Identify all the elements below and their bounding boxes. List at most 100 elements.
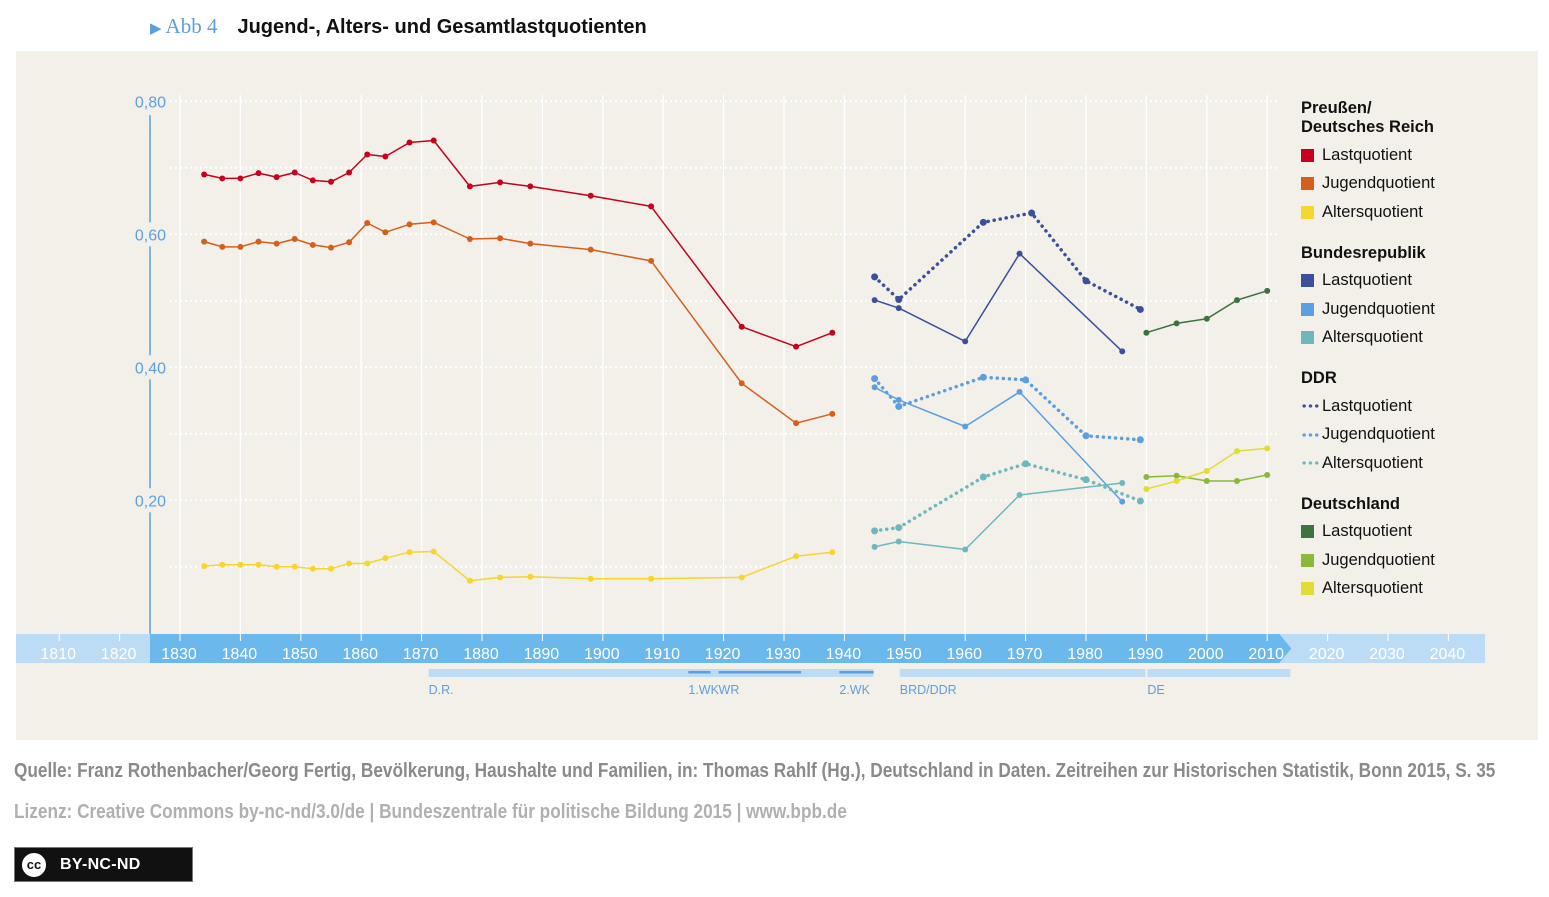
data-point <box>738 574 745 581</box>
data-point <box>237 175 244 182</box>
data-point <box>871 375 879 383</box>
data-point <box>1173 478 1180 485</box>
play-triangle-icon: ▶ <box>150 21 162 37</box>
y-tick-bg <box>125 222 170 247</box>
data-point <box>895 295 903 303</box>
legend-label: Altersquotient <box>1322 202 1423 221</box>
chart-panel <box>16 51 1538 740</box>
figure-label: ▶ Abb 4 <box>150 14 217 39</box>
x-tick-label: 1870 <box>403 646 439 663</box>
era-bar <box>899 669 1146 677</box>
series-line <box>204 139 833 348</box>
legend-item: Jugendquotient <box>1301 421 1531 450</box>
data-point <box>793 553 800 560</box>
data-point <box>328 565 334 572</box>
legend-group: Preußen/Deutsches Reich Lastquotient Jugen… <box>1301 99 1531 227</box>
legend-label: Lastquotient <box>1322 271 1412 290</box>
legend-group-title: Bundesrepublik <box>1301 243 1426 262</box>
y-tick-bg <box>125 488 170 513</box>
dotted-line-swatch <box>1301 404 1320 409</box>
data-point <box>895 538 902 545</box>
data-point <box>1082 277 1090 285</box>
data-point <box>219 561 226 568</box>
cc-badge-text: BY-NC-ND <box>60 855 141 873</box>
x-tick-label: 1990 <box>1128 646 1164 663</box>
cc-license-badge[interactable]: cc BY-NC-ND <box>14 847 193 882</box>
y-tick-bg <box>125 89 170 114</box>
data-point <box>466 235 473 242</box>
era-label: DE <box>1147 683 1164 697</box>
data-point <box>273 240 280 247</box>
data-point <box>1136 436 1144 444</box>
x-tick-label: 2020 <box>1309 646 1345 663</box>
x-tick-label: 2000 <box>1188 646 1224 663</box>
era-label: 1.WK <box>688 683 719 697</box>
data-point <box>587 192 594 199</box>
data-point <box>237 561 244 568</box>
data-point <box>962 338 969 345</box>
legend-item: Lastquotient <box>1301 141 1531 170</box>
data-point <box>466 577 473 584</box>
data-point <box>793 343 800 350</box>
series-line <box>874 252 1123 352</box>
color-swatch <box>1301 148 1314 162</box>
data-point <box>962 546 969 553</box>
data-point <box>648 575 655 582</box>
data-point <box>309 565 316 572</box>
data-point <box>291 169 298 176</box>
data-point <box>291 235 298 242</box>
legend-label: Lastquotient <box>1322 145 1412 164</box>
data-point <box>648 257 655 264</box>
legend-label: Jugendquotient <box>1322 550 1435 569</box>
data-point <box>1203 468 1210 475</box>
data-point <box>871 384 878 391</box>
data-point <box>871 273 879 281</box>
legend-label: Altersquotient <box>1322 579 1423 598</box>
timeline-covered-period <box>150 634 1292 663</box>
line-chart: 0,80 0,60 0,40 0,20 1810 1820 1830 1840 1850 1860… <box>16 89 1485 697</box>
legend-group-title: Preußen/Deutsches Reich <box>1301 99 1434 136</box>
data-point <box>1143 485 1150 492</box>
legend-label: Jugendquotient <box>1322 299 1435 318</box>
data-point <box>291 563 298 570</box>
data-point <box>1203 478 1210 485</box>
data-point <box>1136 305 1144 313</box>
data-point <box>255 238 262 245</box>
data-point <box>1143 474 1150 481</box>
data-point <box>895 403 903 411</box>
data-point <box>1234 478 1240 485</box>
legend-label: Altersquotient <box>1322 453 1423 472</box>
data-point <box>430 219 437 226</box>
legend-item: Altersquotient <box>1301 198 1531 227</box>
data-point <box>346 239 353 246</box>
series-line <box>872 375 1143 442</box>
era-label: WR <box>719 683 740 697</box>
era-bar <box>1147 669 1291 677</box>
data-point <box>1119 498 1126 505</box>
data-point <box>364 560 371 567</box>
data-point <box>273 174 280 181</box>
x-tick-label: 1970 <box>1007 646 1043 663</box>
data-point <box>309 177 316 184</box>
data-point <box>527 573 534 580</box>
era-bar <box>688 671 711 674</box>
data-point <box>497 235 504 242</box>
data-point <box>793 420 800 427</box>
era-label: 2.WK <box>839 683 870 697</box>
data-point <box>895 524 903 532</box>
data-point <box>406 549 413 556</box>
data-point <box>364 219 371 226</box>
color-swatch <box>1301 525 1314 539</box>
data-point <box>1143 329 1150 336</box>
data-point <box>871 527 879 535</box>
data-point <box>962 423 969 430</box>
data-point <box>201 563 208 570</box>
data-point <box>829 410 836 417</box>
source-note: Quelle: Franz Rothenbacher/Georg Fertig,… <box>14 760 1496 782</box>
data-point <box>328 178 334 185</box>
data-point <box>871 543 878 550</box>
x-tick-label: 1820 <box>101 646 137 663</box>
data-point <box>1173 472 1180 479</box>
color-swatch <box>1301 331 1314 345</box>
data-point <box>382 229 389 236</box>
